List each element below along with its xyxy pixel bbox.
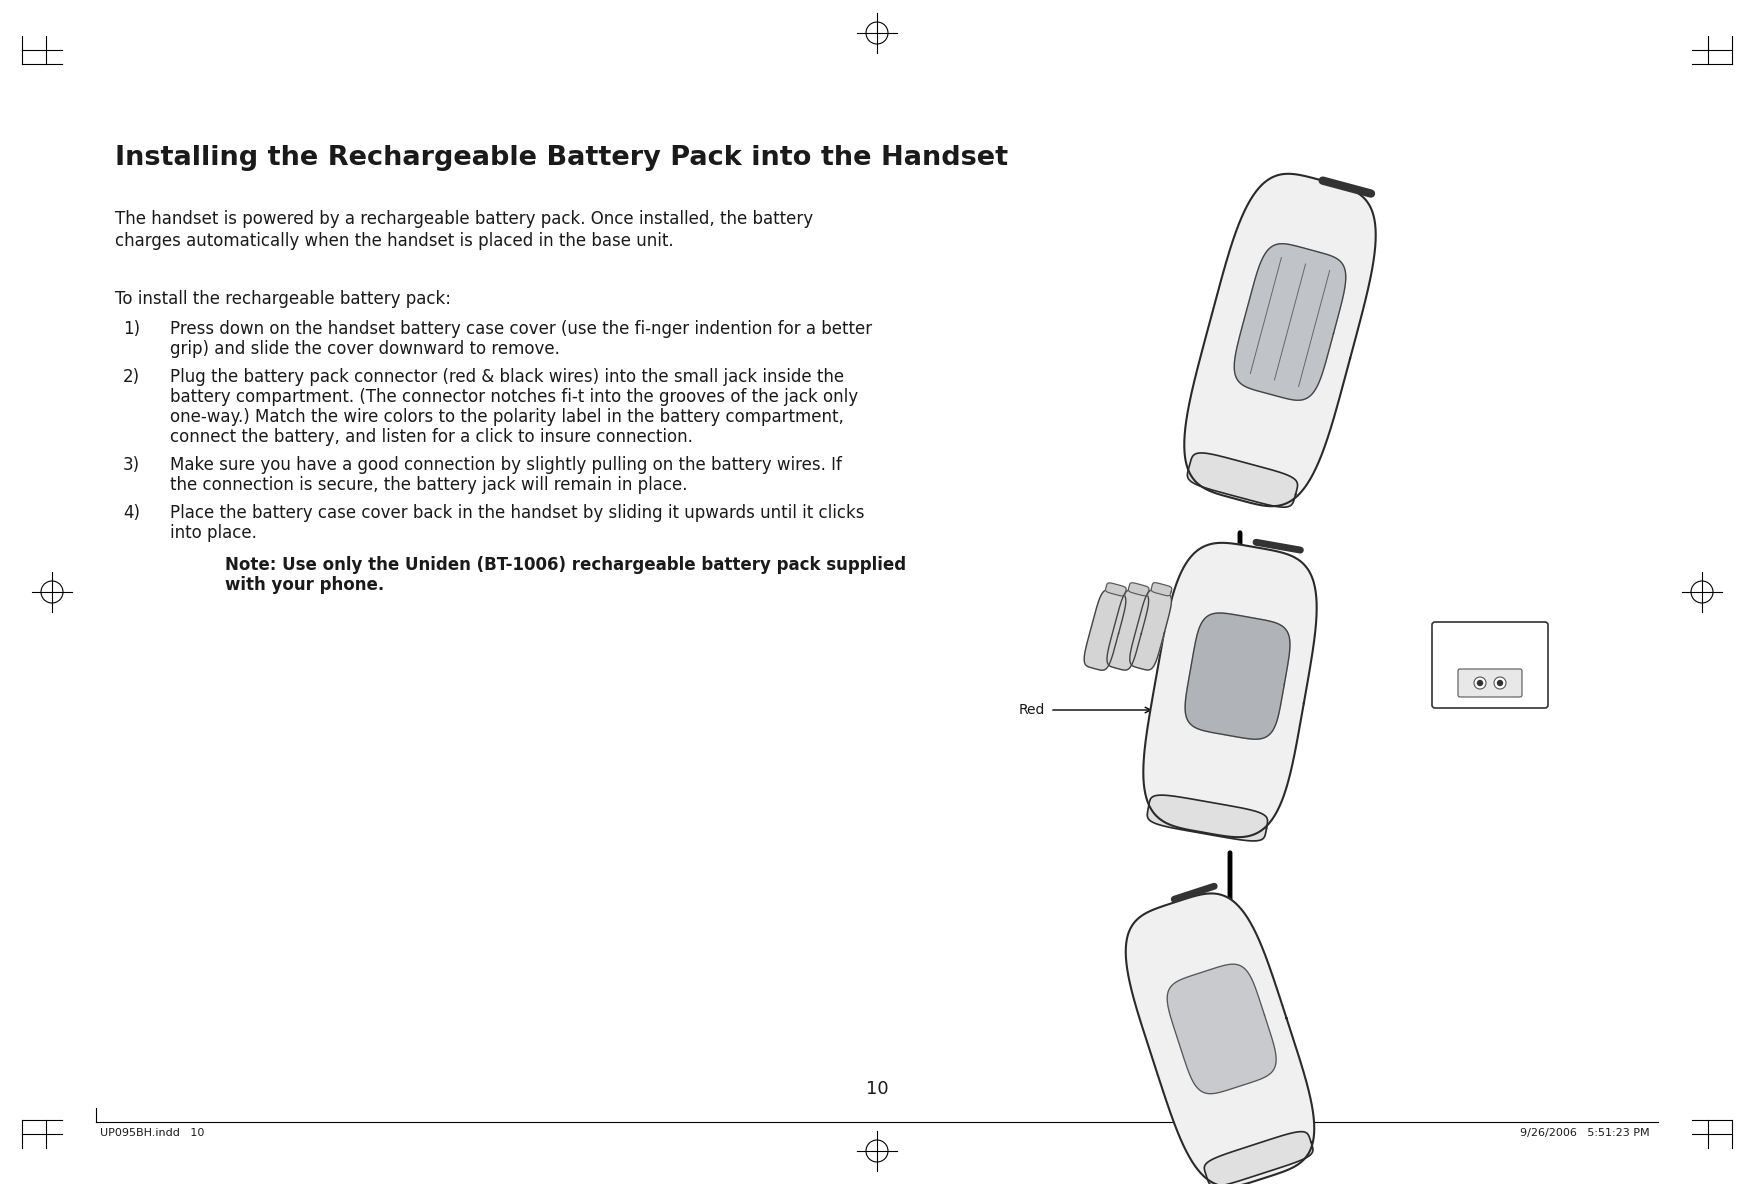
Text: Plug the battery pack connector (red & black wires) into the small jack inside t: Plug the battery pack connector (red & b… <box>170 368 844 386</box>
Text: the connection is secure, the battery jack will remain in place.: the connection is secure, the battery ja… <box>170 476 688 494</box>
Text: 9/26/2006   5:51:23 PM: 9/26/2006 5:51:23 PM <box>1521 1128 1651 1138</box>
Text: connect the battery, and listen for a click to insure connection.: connect the battery, and listen for a cl… <box>170 427 693 446</box>
Text: Black: Black <box>1175 723 1217 736</box>
Text: Red: Red <box>1019 703 1045 718</box>
Text: Red  Black: Red Black <box>1458 637 1522 650</box>
Polygon shape <box>1187 453 1298 507</box>
Text: 1): 1) <box>123 320 140 337</box>
Polygon shape <box>1144 542 1317 837</box>
Circle shape <box>1494 677 1507 689</box>
Polygon shape <box>1105 583 1126 596</box>
Text: Wire  Wire: Wire Wire <box>1458 652 1522 665</box>
Text: with your phone.: with your phone. <box>225 575 384 594</box>
Text: To install the rechargeable battery pack:: To install the rechargeable battery pack… <box>116 290 451 308</box>
Text: grip) and slide the cover downward to remove.: grip) and slide the cover downward to re… <box>170 340 560 358</box>
Polygon shape <box>1084 590 1126 670</box>
Text: into place.: into place. <box>170 525 256 542</box>
Circle shape <box>1473 677 1486 689</box>
Polygon shape <box>1107 590 1149 670</box>
Polygon shape <box>1147 796 1268 841</box>
Text: 3): 3) <box>123 456 140 474</box>
Text: Note: Use only the Uniden (BT-1006) rechargeable battery pack supplied: Note: Use only the Uniden (BT-1006) rech… <box>225 556 907 574</box>
Text: Installing the Rechargeable Battery Pack into the Handset: Installing the Rechargeable Battery Pack… <box>116 144 1009 170</box>
Text: battery compartment. (The connector notches fi­t into the grooves of the jack on: battery compartment. (The connector notc… <box>170 388 858 406</box>
Polygon shape <box>1205 1132 1314 1184</box>
Text: Make sure you have a good connection by slightly pulling on the battery wires. I: Make sure you have a good connection by … <box>170 456 842 474</box>
Polygon shape <box>1235 244 1345 400</box>
Text: UP095BH.indd   10: UP095BH.indd 10 <box>100 1128 205 1138</box>
Polygon shape <box>1186 613 1289 739</box>
Circle shape <box>1477 681 1482 686</box>
Text: Press down on the handset battery case cover (use the fi­nger indention for a be: Press down on the handset battery case c… <box>170 320 872 337</box>
FancyBboxPatch shape <box>1431 622 1549 708</box>
Polygon shape <box>1128 583 1149 596</box>
FancyBboxPatch shape <box>1458 669 1522 697</box>
Polygon shape <box>1130 590 1172 670</box>
Text: Place the battery case cover back in the handset by sliding it upwards until it : Place the battery case cover back in the… <box>170 504 865 522</box>
Polygon shape <box>1126 894 1314 1184</box>
Text: 4): 4) <box>123 504 140 522</box>
Text: 2): 2) <box>123 368 140 386</box>
Text: The handset is powered by a rechargeable battery pack. Once installed, the batte: The handset is powered by a rechargeable… <box>116 210 814 229</box>
Text: 10: 10 <box>866 1080 888 1098</box>
Polygon shape <box>1151 583 1172 596</box>
Polygon shape <box>1184 174 1375 507</box>
Polygon shape <box>1166 964 1277 1094</box>
Circle shape <box>1498 681 1503 686</box>
Text: charges automatically when the handset is placed in the base unit.: charges automatically when the handset i… <box>116 232 674 250</box>
Text: one-way.) Match the wire colors to the polarity label in the battery compartment: one-way.) Match the wire colors to the p… <box>170 408 844 426</box>
